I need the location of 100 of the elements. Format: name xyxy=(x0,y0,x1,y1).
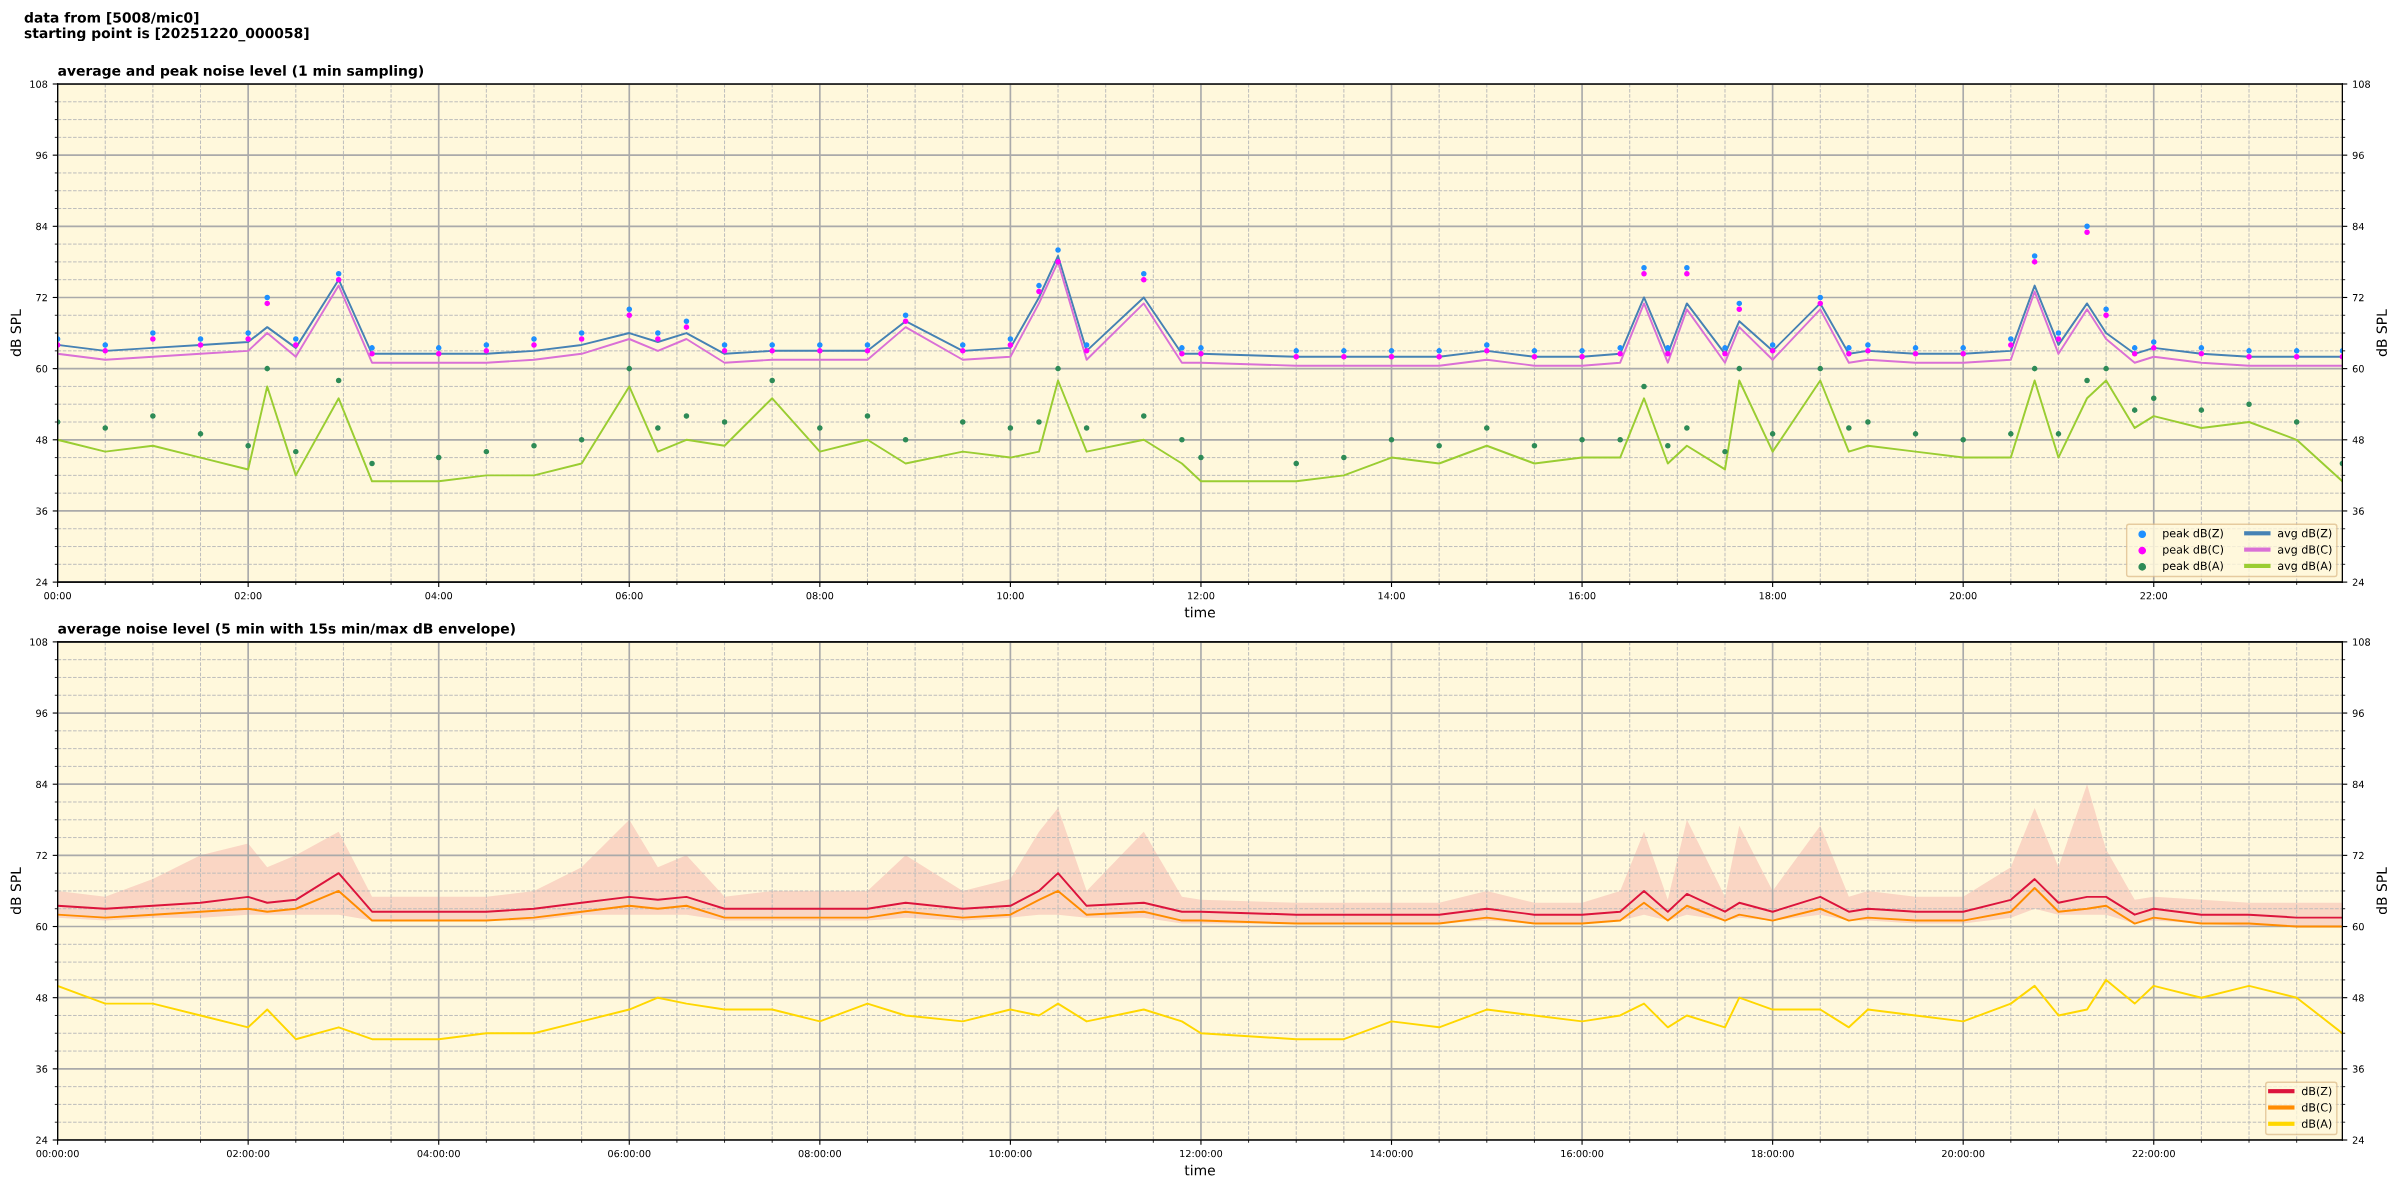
legend-label: dB(A) xyxy=(2301,1119,2332,1130)
point xyxy=(245,330,251,336)
point xyxy=(245,442,251,449)
point xyxy=(655,330,661,336)
y-axis-title: dB SPL xyxy=(10,867,22,915)
point xyxy=(1007,425,1014,431)
legend-label: dB(C) xyxy=(2301,1102,2332,1113)
x-tick-label: 18:00:00 xyxy=(1751,1149,1794,1158)
y2-tick-label: 36 xyxy=(2352,1065,2364,1073)
point xyxy=(2293,353,2300,360)
point xyxy=(1198,351,1204,357)
point xyxy=(2055,336,2062,342)
point xyxy=(531,336,537,342)
x-axis-title: time xyxy=(1184,606,1215,618)
point xyxy=(1846,351,1852,357)
point xyxy=(683,413,690,419)
point xyxy=(293,336,299,342)
x-tick-label: 00:00:00 xyxy=(36,1149,79,1158)
y2-tick-label: 24 xyxy=(2352,578,2364,586)
point xyxy=(1665,351,1671,357)
point xyxy=(1912,351,1919,357)
point xyxy=(335,270,342,277)
point xyxy=(1617,351,1623,357)
line-series xyxy=(57,978,2343,1041)
point xyxy=(817,348,823,354)
point xyxy=(1083,342,1090,348)
point xyxy=(1684,425,1690,431)
point xyxy=(817,425,823,431)
point xyxy=(578,336,585,342)
y-tick-label: 48 xyxy=(35,994,48,1002)
point xyxy=(721,342,728,348)
point xyxy=(1198,454,1204,461)
chart-title: average noise level (5 min with 15s min/max dB envelope) xyxy=(58,623,515,637)
point xyxy=(2008,342,2014,348)
x-tick-label: 04:00:00 xyxy=(417,1149,460,1158)
point xyxy=(626,312,633,319)
x-tick-label: 10:00:00 xyxy=(989,1149,1032,1158)
y2-tick-label: 60 xyxy=(2352,365,2364,373)
point xyxy=(435,351,442,357)
point xyxy=(2246,401,2252,407)
y2-tick-label: 108 xyxy=(2353,638,2371,646)
point xyxy=(150,336,156,342)
point xyxy=(531,442,537,449)
point xyxy=(2008,431,2014,437)
point xyxy=(721,419,728,425)
point xyxy=(531,342,537,348)
point xyxy=(2103,312,2109,319)
point xyxy=(57,336,61,342)
y-tick-label: 48 xyxy=(35,436,48,444)
point xyxy=(2198,407,2205,413)
point xyxy=(2150,395,2157,402)
point xyxy=(902,312,909,319)
x-tick-label: 16:00:00 xyxy=(1561,1149,1604,1158)
point xyxy=(1817,365,1824,372)
point xyxy=(483,448,490,455)
x-tick-label: 16:00 xyxy=(1569,592,1596,600)
point xyxy=(369,351,375,357)
y-tick-label: 36 xyxy=(36,507,48,515)
line-series xyxy=(57,887,2343,928)
point xyxy=(1960,437,1966,443)
point xyxy=(2150,345,2157,351)
point xyxy=(2246,348,2252,354)
x-tick-label: 06:00:00 xyxy=(608,1149,651,1158)
point xyxy=(2131,351,2138,357)
point xyxy=(1912,345,1919,351)
y2-tick-label: 108 xyxy=(2353,80,2371,88)
legend-label: peak dB(Z) xyxy=(2163,528,2223,540)
x-tick-label: 12:00 xyxy=(1188,592,1215,600)
point xyxy=(1641,270,1647,277)
x-tick-label: 14:00 xyxy=(1378,592,1405,600)
point xyxy=(293,448,299,455)
point xyxy=(2084,223,2090,230)
point xyxy=(1484,425,1490,431)
point xyxy=(1865,342,1871,348)
point xyxy=(1769,342,1776,348)
point xyxy=(102,425,109,431)
point xyxy=(1179,345,1185,351)
x-tick-label: 18:00 xyxy=(1759,592,1786,600)
point xyxy=(864,348,871,354)
point xyxy=(1055,247,1061,253)
point xyxy=(293,342,299,348)
point xyxy=(1341,454,1347,461)
x-axis-title: time xyxy=(1184,1164,1215,1176)
point xyxy=(1684,270,1690,277)
point xyxy=(2198,351,2205,357)
point xyxy=(655,336,661,342)
point xyxy=(264,365,270,372)
point xyxy=(369,345,375,351)
point xyxy=(1617,345,1623,351)
point xyxy=(1293,353,1300,360)
point xyxy=(1055,365,1061,372)
point xyxy=(1388,353,1395,360)
point xyxy=(1388,348,1395,354)
point xyxy=(2084,377,2090,384)
point xyxy=(1341,348,1347,354)
point xyxy=(1083,425,1090,431)
point xyxy=(1736,300,1743,307)
y-tick-label: 72 xyxy=(36,293,47,302)
x-tick-label: 22:00 xyxy=(2140,592,2168,600)
point xyxy=(1641,383,1647,390)
